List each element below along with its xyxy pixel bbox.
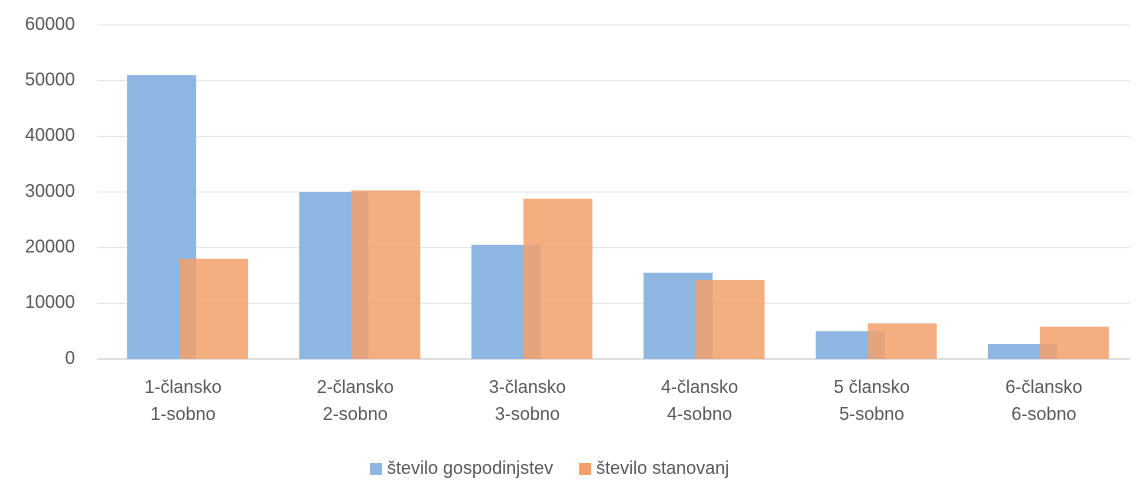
x-tick-label: 4-člansko: [661, 377, 738, 397]
x-tick-label: 3-člansko: [489, 377, 566, 397]
bar: [351, 190, 421, 359]
x-tick-label: 3-sobno: [495, 404, 560, 424]
bar: [695, 279, 765, 359]
x-tick-label: 1-sobno: [151, 404, 216, 424]
y-tick-label: 30000: [25, 181, 75, 201]
x-tick-label: 4-sobno: [667, 404, 732, 424]
y-tick-label: 40000: [25, 125, 75, 145]
bar: [179, 258, 249, 359]
legend-swatch: [370, 463, 382, 475]
x-tick-label: 6-sobno: [1011, 404, 1076, 424]
x-tick-label: 1-člansko: [145, 377, 222, 397]
bar: [523, 198, 593, 359]
legend-swatch: [579, 463, 592, 475]
x-tick-label: 2-sobno: [323, 404, 388, 424]
bar: [987, 343, 1057, 359]
x-tick-label: 5 člansko: [834, 377, 910, 397]
legend-label: število stanovanj: [596, 458, 729, 478]
x-tick-label: 6-člansko: [1005, 377, 1082, 397]
x-tick-label: 5-sobno: [839, 404, 904, 424]
legend-label: število gospodinjstev: [387, 458, 553, 478]
y-tick-label: 60000: [25, 14, 75, 34]
y-tick-label: 50000: [25, 69, 75, 89]
y-tick-label: 20000: [25, 236, 75, 256]
y-tick-label: 0: [65, 348, 75, 368]
x-tick-label: 2-člansko: [317, 377, 394, 397]
y-tick-label: 10000: [25, 292, 75, 312]
bar: [867, 323, 937, 359]
bar: [1039, 326, 1109, 359]
